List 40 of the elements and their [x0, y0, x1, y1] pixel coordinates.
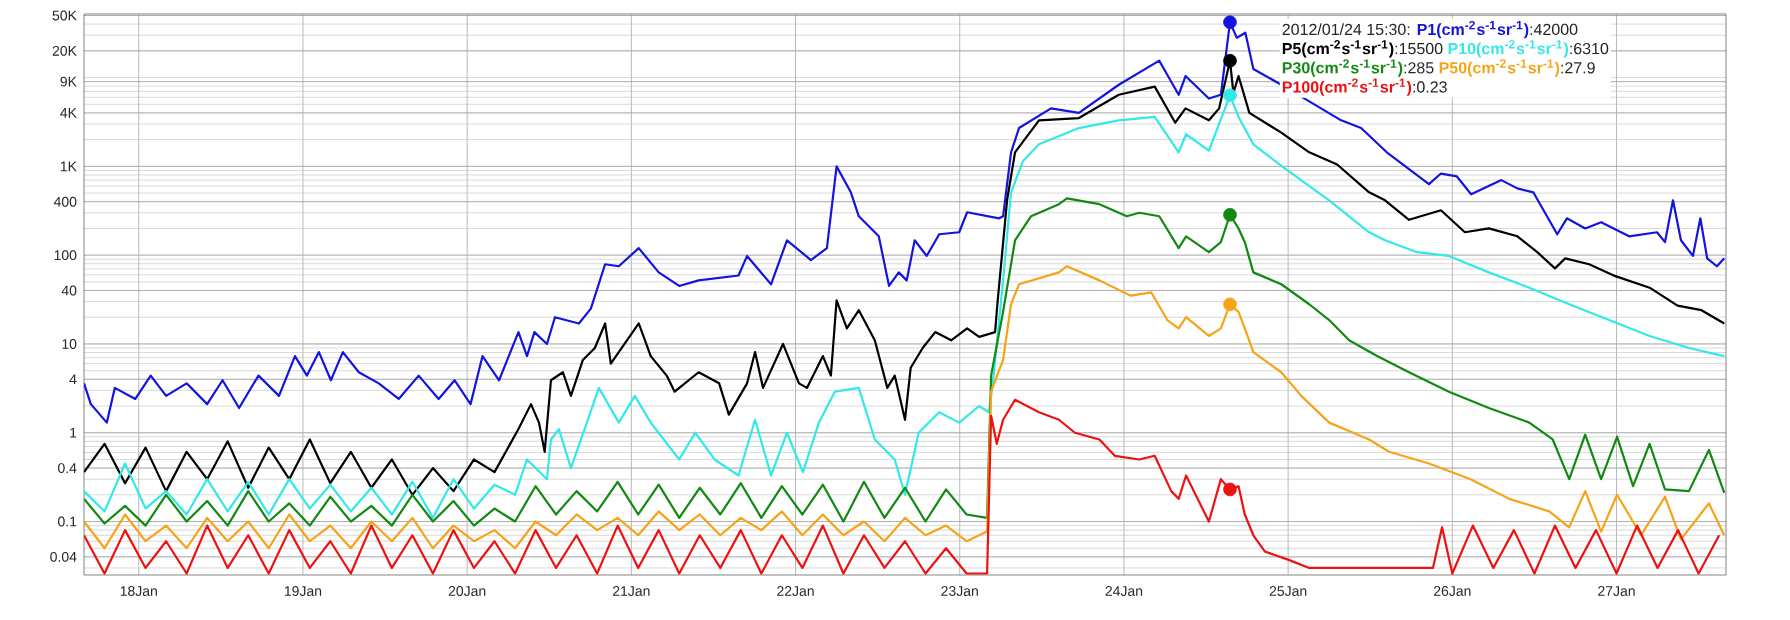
line-series: [84, 197, 1726, 527]
annotation: :0.23: [1413, 81, 1447, 93]
text: P100(cm$^{-2}$s$^{-1}$sr$^{-1}$): [1282, 78, 1412, 96]
x-tick-label: 26Jan: [1433, 586, 1471, 596]
x-tick-label: 20Jan: [448, 586, 486, 596]
text: P50(cm$^{-2}$s$^{-1}$sr$^{-1}$): [1439, 59, 1560, 77]
x-tick-label: 19Jan: [284, 586, 322, 596]
y-tick-label: 1K: [60, 161, 77, 172]
x-tick-label: 23Jan: [941, 586, 978, 596]
x-tick-label: 24Jan: [1105, 586, 1143, 596]
text: P30(cm$^{-2}$s$^{-1}$sr$^{-1}$): [1282, 59, 1403, 77]
annotation: :285: [1404, 62, 1434, 74]
line-series: [84, 265, 1726, 550]
annotation: :42000: [1530, 23, 1578, 36]
annotation: :15500: [1395, 42, 1443, 55]
x-tick-label: 21Jan: [612, 586, 650, 596]
x-tick-label: 27Jan: [1598, 586, 1635, 596]
y-tick-label: 4K: [60, 108, 77, 118]
y-tick-label: 400: [53, 196, 77, 207]
y-tick-label: 0.4: [58, 463, 77, 474]
y-tick-label: 0.04: [50, 551, 77, 562]
y-tick-label: 100: [54, 250, 77, 261]
text: P10(cm$^{-2}$s$^{-1}$sr$^{-1}$): [1448, 40, 1569, 58]
y-tick-label: 4: [69, 374, 77, 385]
line-series: [84, 398, 1721, 575]
x-tick-label: 18Jan: [120, 586, 157, 596]
annotation: :27.9: [1561, 62, 1595, 74]
y-tick-label: 9K: [60, 76, 77, 87]
x-tick-label: 22Jan: [777, 586, 814, 596]
y-tick-label: 50K: [52, 10, 77, 21]
y-tick-label: 20K: [52, 45, 77, 56]
text: P1(cm$^{-2}$s$^{-1}$sr$^{-1}$): [1417, 20, 1529, 39]
annotation: :6310: [1570, 42, 1609, 55]
x-tick-label: 25Jan: [1269, 586, 1307, 596]
y-tick-label: 10: [62, 339, 77, 349]
y-tick-label: 40: [61, 285, 77, 296]
annotation: 2012/01/24 15:30:: [1282, 23, 1410, 36]
text: P5(cm$^{-2}$s$^{-1}$sr$^{-1}$): [1282, 40, 1394, 58]
y-tick-label: 0.1: [58, 516, 77, 527]
y-tick-label: 1: [70, 427, 77, 438]
